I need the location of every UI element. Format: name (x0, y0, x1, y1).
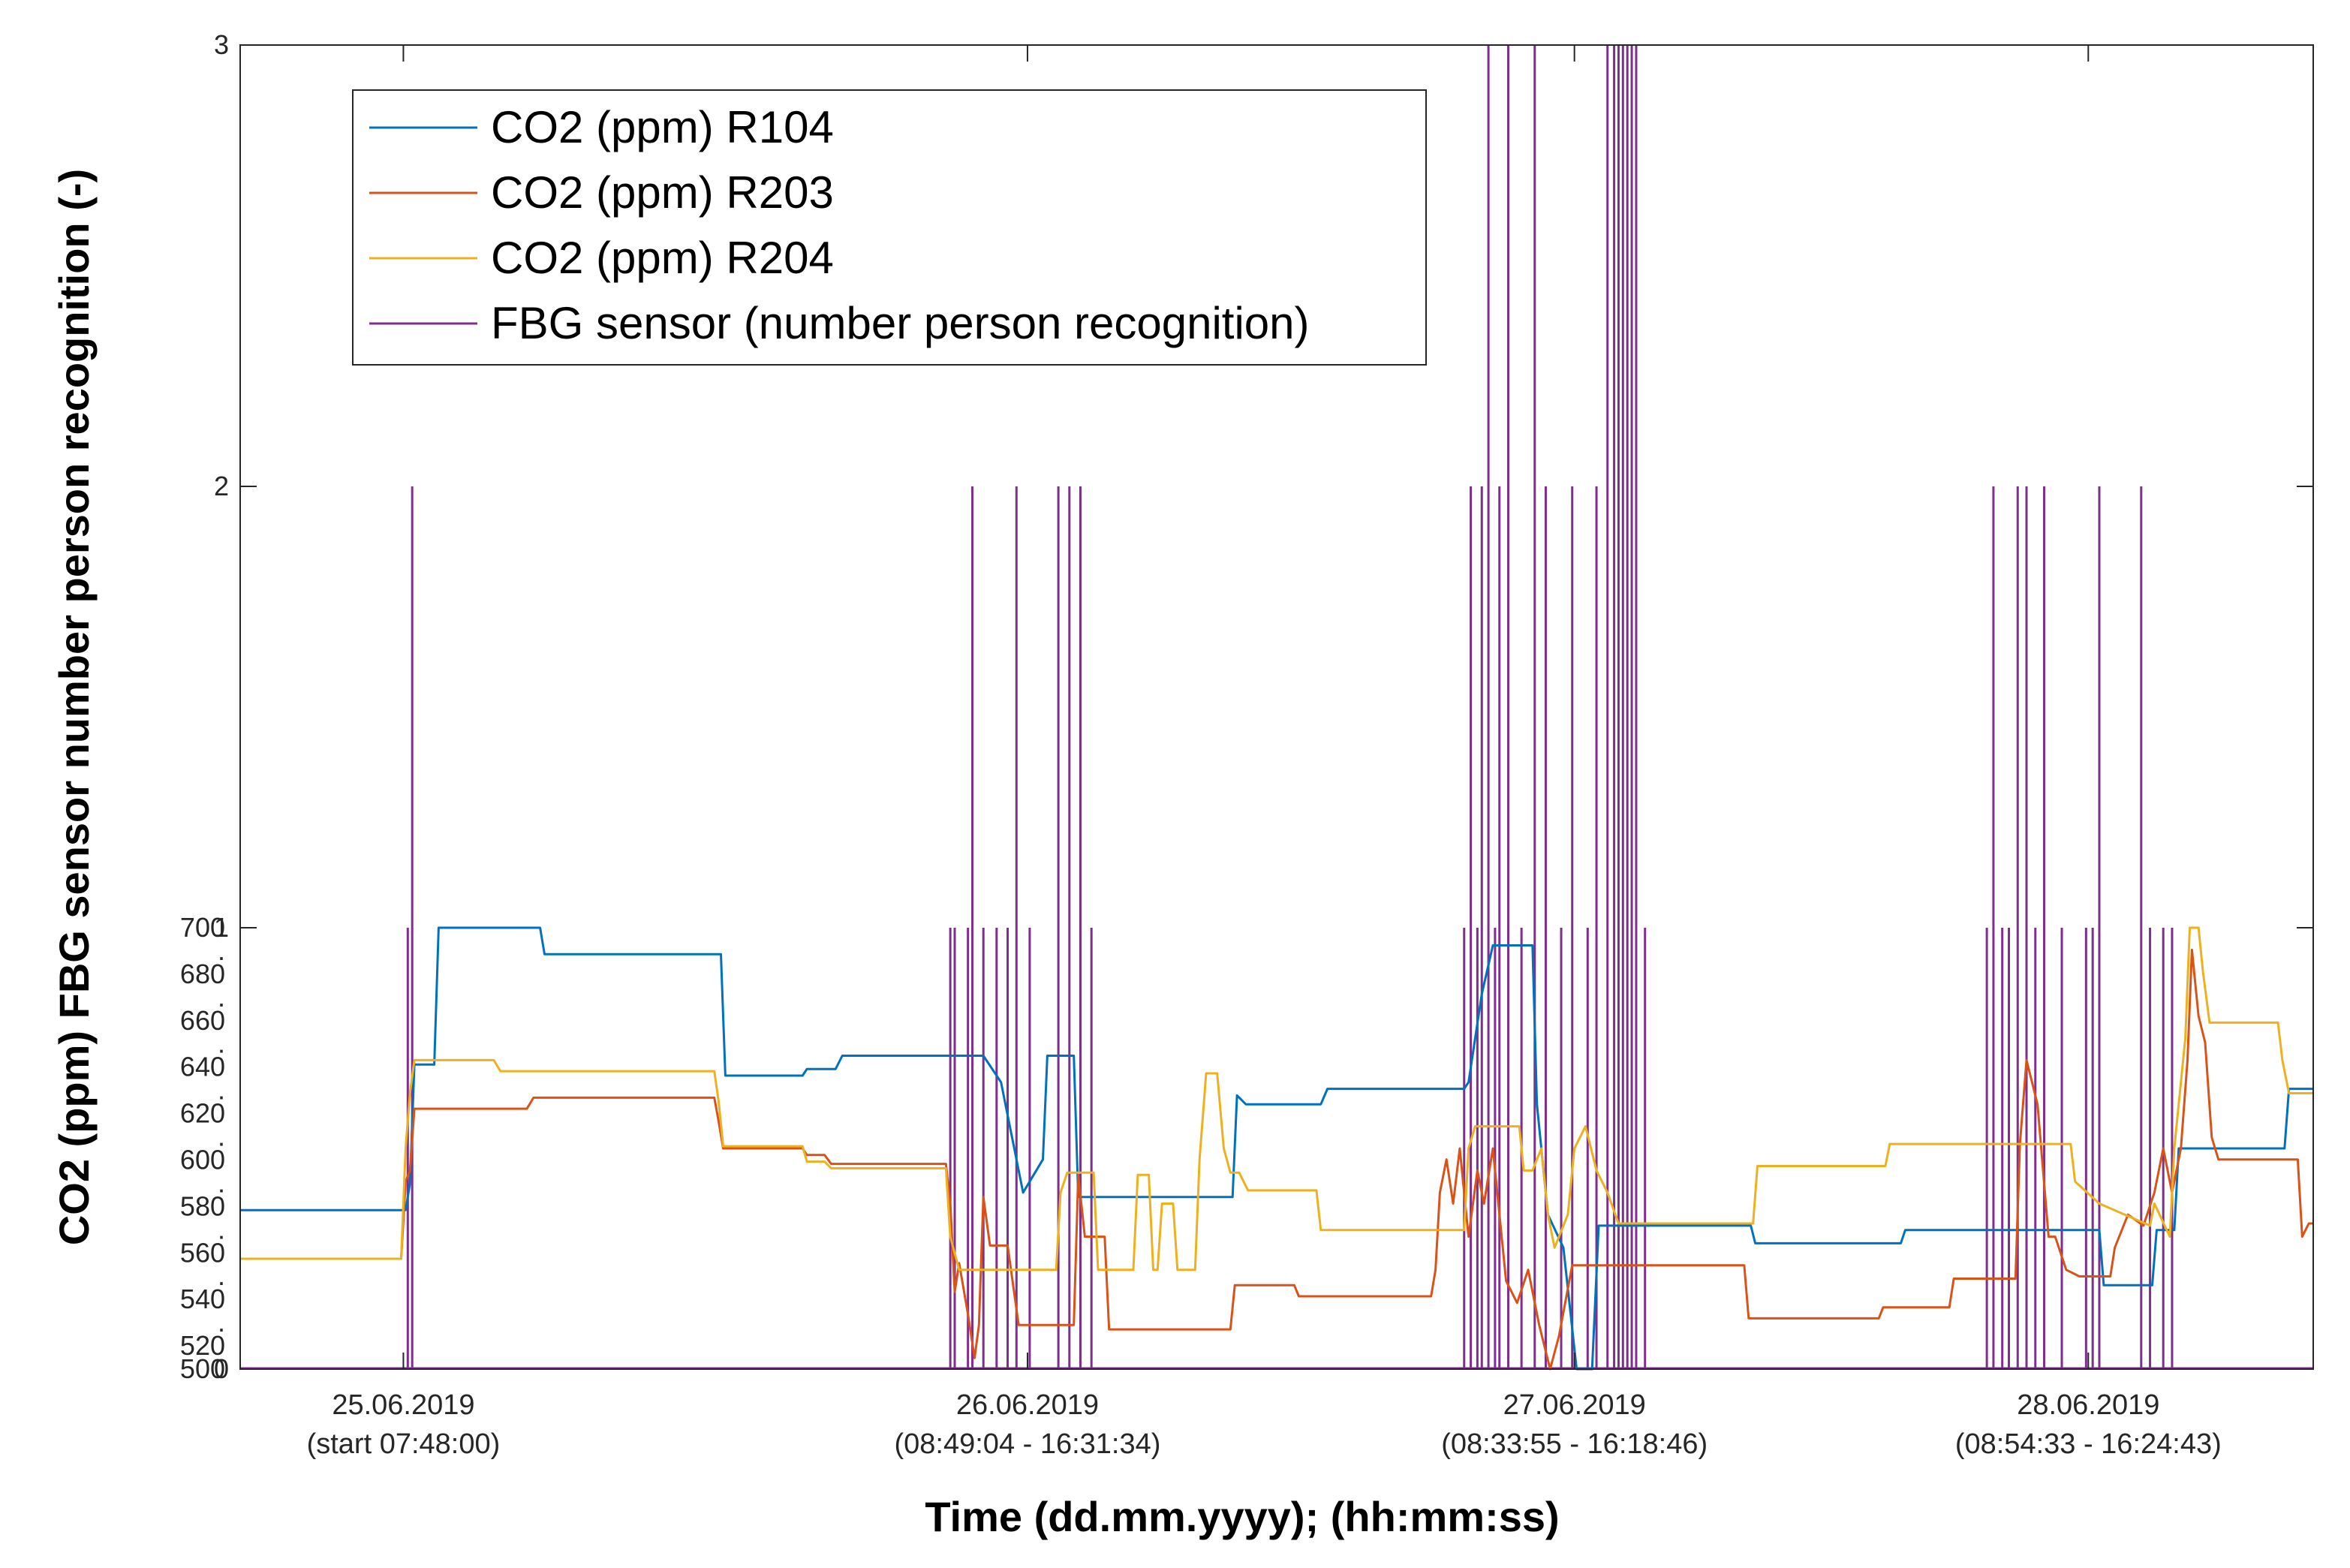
y-co2-tick-label: . (218, 982, 225, 1013)
y-co2-tick-label: . (218, 1214, 225, 1244)
x-tick-time-range: (08:54:33 - 16:24:43) (1955, 1428, 2222, 1460)
x-tick-time-range: (start 07:48:00) (307, 1428, 501, 1460)
series-layer (240, 45, 2313, 1371)
x-axis-ticks: 25.06.2019 (start 07:48:00) 26.06.2019 (08:… (307, 45, 2222, 1460)
y-co2-tick-label: 640 (180, 1052, 225, 1082)
y-co2-tick-label: 500 (180, 1353, 225, 1384)
y-co2-tick-label: . (218, 935, 225, 966)
y-co2-tick-label: . (218, 1167, 225, 1198)
x-axis-title: Time (dd.mm.yyyy); (hh:mm:ss) (925, 1493, 1559, 1540)
y-co2-tick-label: 520 (180, 1330, 225, 1361)
y-co2-tick-label: 680 (180, 959, 225, 989)
x-tick-date: 27.06.2019 (1503, 1389, 1646, 1421)
x-tick-date: 28.06.2019 (2017, 1389, 2159, 1421)
y-co2-tick-label: . (218, 1028, 225, 1059)
y-axis-title: CO2 (ppm) FBG sensor number person recog… (50, 169, 98, 1245)
y-co2-tick-label: . (218, 1075, 225, 1106)
legend-label-r204: CO2 (ppm) R204 (491, 233, 834, 283)
y-co2-tick-label: . (218, 1260, 225, 1291)
r104-series-line (240, 926, 2313, 1371)
y-co2-tick-label: 620 (180, 1098, 225, 1129)
y-persons-tick-label: 1 (214, 912, 229, 943)
y-co2-tick-label: 540 (180, 1284, 225, 1314)
x-tick-date: 25.06.2019 (332, 1389, 474, 1421)
x-tick-date: 26.06.2019 (956, 1389, 1099, 1421)
y-co2-tick-label: 580 (180, 1190, 225, 1221)
y-persons-tick-label: 3 (214, 29, 229, 60)
y-persons-tick-label: 0 (214, 1353, 229, 1384)
plot-frame (239, 44, 2314, 1370)
y-co2-tick-label: . (218, 1121, 225, 1152)
y-left-axis-ticks: 500520.540.560.580.600.620.640.660.680.7… (180, 912, 225, 1384)
y-co2-tick-label: 560 (180, 1237, 225, 1268)
legend-label-r104: CO2 (ppm) R104 (491, 102, 834, 152)
x-tick-time-range: (08:49:04 - 16:31:34) (895, 1428, 1161, 1460)
legend-label-fbg: FBG sensor (number person recognition) (491, 298, 1310, 348)
y-co2-tick-label: 600 (180, 1144, 225, 1175)
y-co2-tick-label: 700 (180, 912, 225, 943)
y-co2-tick-label: 660 (180, 1005, 225, 1036)
legend: CO2 (ppm) R104 CO2 (ppm) R203 CO2 (ppm) … (352, 89, 1427, 366)
r204-series-line (240, 926, 2313, 1272)
legend-label-r203: CO2 (ppm) R203 (491, 167, 834, 218)
x-tick-time-range: (08:33:55 - 16:18:46) (1441, 1428, 1708, 1460)
y-persons-axis-ticks: 0 1 2 3 (214, 29, 2313, 1384)
y-co2-tick-label: . (218, 1307, 225, 1338)
legend-box (352, 89, 1427, 366)
y-persons-tick-label: 2 (214, 471, 229, 501)
fbg-series (240, 45, 2313, 1370)
